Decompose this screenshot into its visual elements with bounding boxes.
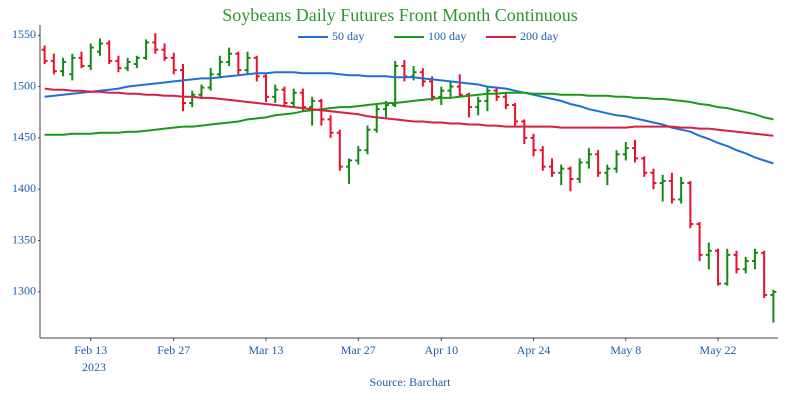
y-tick-label: 1500 <box>12 78 36 92</box>
ma-line <box>44 71 774 165</box>
x-tick-label: Feb 13 <box>74 343 107 357</box>
x-tick-label: Apr 10 <box>424 343 458 357</box>
x-tick-label: Apr 24 <box>517 343 551 357</box>
x-year-label: 2023 <box>82 360 106 374</box>
ma-line <box>44 87 774 137</box>
legend-label: 200 day <box>520 29 558 43</box>
source-note: Source: Barchart <box>370 375 452 389</box>
y-tick-label: 1450 <box>12 130 36 144</box>
x-tick-label: May 8 <box>610 343 641 357</box>
x-tick-label: Mar 27 <box>341 343 376 357</box>
y-tick-label: 1300 <box>12 284 36 298</box>
x-tick-label: Mar 13 <box>249 343 284 357</box>
legend-label: 50 day <box>332 29 364 43</box>
chart-title: Soybeans Daily Futures Front Month Conti… <box>222 5 578 25</box>
y-tick-label: 1400 <box>12 181 36 195</box>
y-tick-label: 1550 <box>12 27 36 41</box>
ma-line <box>44 91 774 136</box>
y-tick-label: 1350 <box>12 232 36 246</box>
legend-label: 100 day <box>428 29 466 43</box>
x-tick-label: May 22 <box>700 343 737 357</box>
x-tick-label: Feb 27 <box>157 343 190 357</box>
